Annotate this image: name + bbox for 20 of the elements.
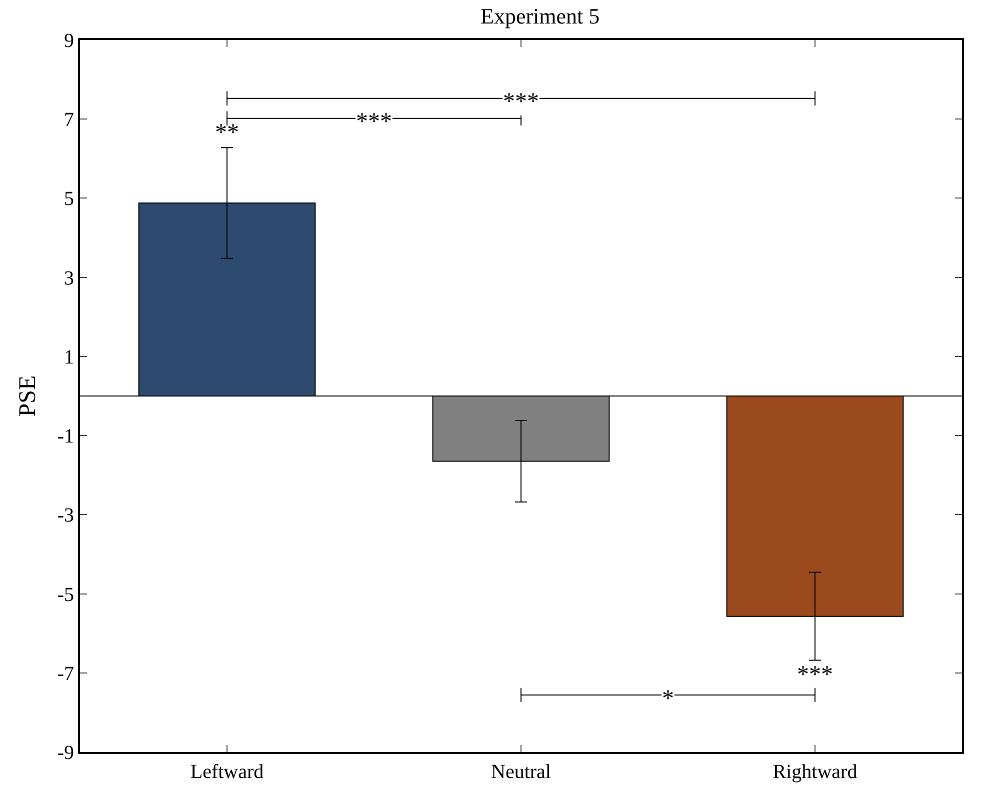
x-tick-label: Rightward — [772, 761, 858, 783]
y-tick-label: 9 — [64, 30, 74, 52]
annotation: ** — [215, 120, 239, 146]
x-tick-label: Leftward — [190, 761, 264, 783]
y-tick-label: -5 — [57, 584, 74, 606]
y-tick-label: 5 — [64, 188, 74, 210]
chart-title: Experiment 5 — [480, 3, 600, 28]
y-tick-label: -9 — [57, 742, 74, 764]
y-tick-label: -1 — [57, 426, 74, 448]
y-tick-label: -7 — [57, 662, 74, 685]
annotation: *** — [503, 89, 539, 115]
annotation: *** — [356, 109, 392, 135]
annotation: *** — [797, 662, 833, 688]
y-tick-label: 3 — [64, 267, 74, 290]
y-axis-title: PSE — [14, 375, 41, 417]
annotation: * — [662, 686, 674, 712]
y-tick-label: -3 — [57, 504, 74, 527]
x-tick-label: Neutral — [491, 761, 552, 783]
y-tick-label: 7 — [64, 109, 74, 132]
y-tick-label: 1 — [64, 346, 74, 368]
